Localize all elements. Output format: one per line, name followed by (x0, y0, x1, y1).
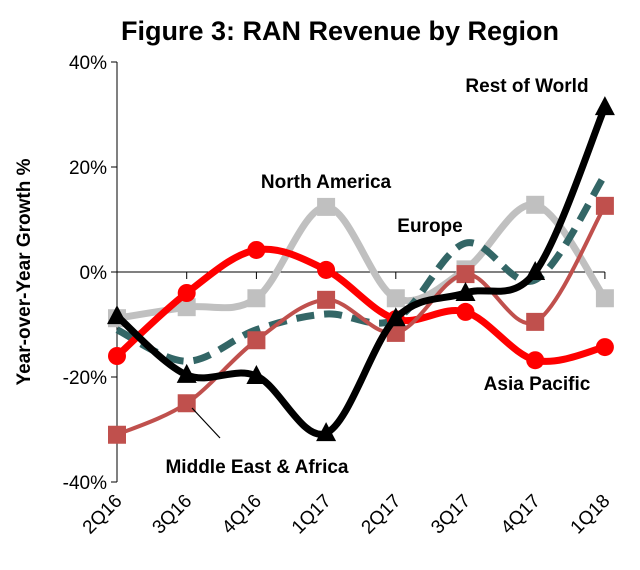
data-point (385, 307, 406, 327)
y-tick-label: 40% (69, 53, 107, 74)
data-point (246, 364, 267, 384)
data-point (247, 289, 266, 308)
x-tick-label: 2Q17 (358, 491, 406, 539)
data-point (247, 331, 266, 350)
x-tick-label: 4Q17 (497, 491, 545, 539)
y-axis-label: Year-over-Year Growth % (14, 158, 35, 385)
data-point (177, 394, 196, 413)
data-point (525, 261, 546, 280)
data-point (316, 422, 337, 442)
data-point (317, 197, 336, 216)
data-point (456, 265, 475, 284)
x-tick-label: 1Q18 (567, 491, 615, 539)
series-label: Asia Pacific (484, 374, 591, 395)
x-tick-label: 2Q16 (79, 491, 127, 539)
data-point (526, 312, 545, 331)
data-point (317, 290, 336, 309)
data-point (455, 282, 476, 301)
x-tick-label: 3Q16 (149, 491, 197, 539)
y-tick-label: -20% (63, 368, 107, 389)
data-point (108, 347, 126, 365)
label-leader-line (191, 407, 221, 439)
series-rest-of-world (107, 96, 615, 442)
series-label: Europe (397, 216, 462, 237)
x-tick-label: 4Q16 (218, 491, 266, 539)
data-point (595, 289, 614, 308)
x-tick-label: 1Q17 (288, 491, 336, 539)
data-point (386, 289, 405, 308)
series-label: Middle East & Africa (165, 457, 348, 478)
data-point (176, 363, 197, 383)
data-point (594, 96, 615, 116)
data-point (595, 196, 614, 215)
series-label: Rest of World (465, 76, 588, 97)
x-tick-label: 3Q17 (427, 491, 475, 539)
data-point (595, 338, 614, 357)
series-label: North America (261, 172, 392, 193)
data-point (317, 260, 336, 279)
data-point (107, 305, 127, 325)
data-point (177, 284, 196, 302)
chart-title: Figure 3: RAN Revenue by Region (121, 16, 559, 46)
y-tick-label: -40% (63, 473, 107, 494)
data-point (177, 298, 196, 317)
series-middle-east-africa (108, 196, 614, 444)
y-tick-label: 20% (69, 158, 107, 179)
data-point (108, 425, 126, 444)
data-point (247, 240, 266, 259)
data-point (456, 302, 475, 321)
y-tick-label: 0% (80, 263, 108, 284)
data-point (526, 351, 545, 370)
data-point (526, 195, 545, 214)
